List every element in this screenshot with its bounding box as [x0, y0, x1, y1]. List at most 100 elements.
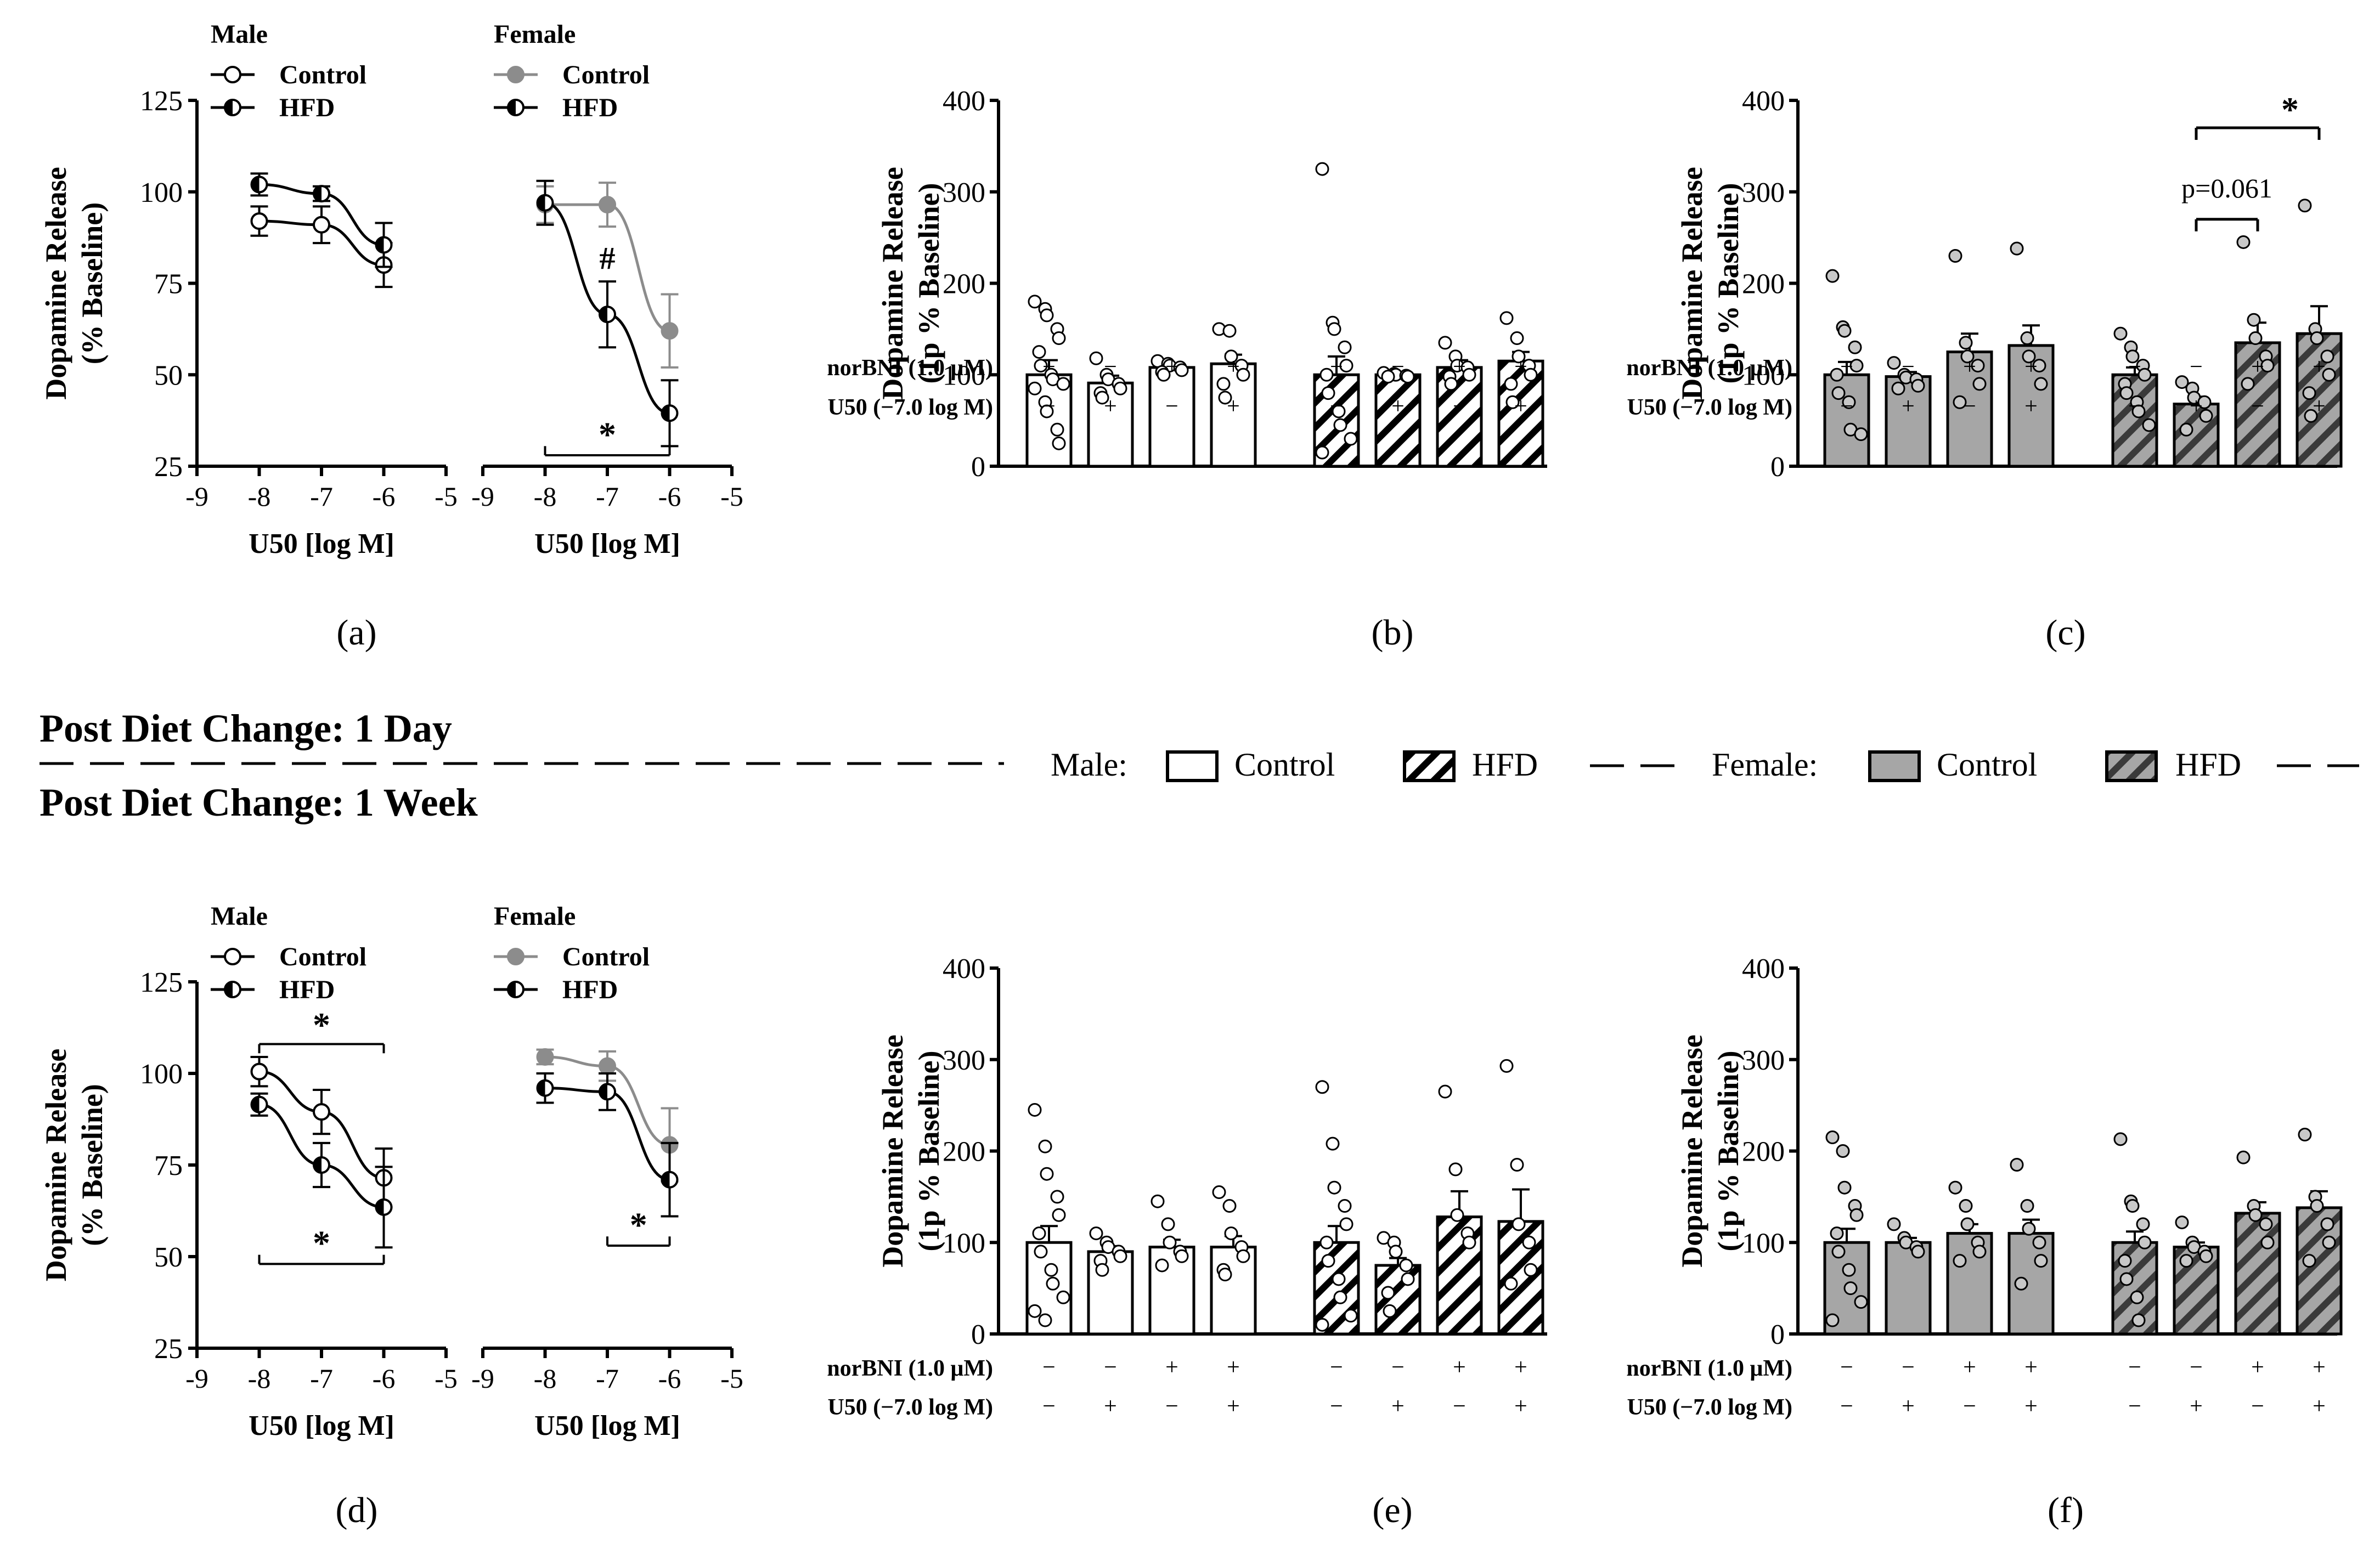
data-point-c — [2199, 409, 2213, 423]
data-point-c — [1831, 386, 1846, 400]
data-point-e — [1218, 1268, 1232, 1282]
data-point-c — [2302, 386, 2316, 400]
norbni-sign-c: + — [2024, 354, 2038, 380]
y-tick-label-a: 50 — [154, 360, 183, 391]
legend-marker-a — [508, 100, 516, 115]
data-point-f — [2298, 1127, 2312, 1141]
data-point-f — [2322, 1235, 2336, 1249]
data-point-f — [1959, 1199, 1973, 1213]
bar-f — [2234, 1212, 2281, 1336]
data-point-e — [1339, 1217, 1353, 1231]
legend-marker-d — [508, 982, 516, 997]
data-point-c — [2119, 386, 2134, 400]
u50-sign-f: + — [1902, 1394, 1915, 1419]
data-point-a-male — [313, 216, 330, 234]
data-point-e — [1028, 1304, 1042, 1318]
data-point-f — [1887, 1217, 1901, 1231]
legend-male-label: Male: — [1051, 747, 1127, 783]
y-tick-label-c: 200 — [1742, 269, 1785, 300]
data-point-e — [1344, 1309, 1358, 1323]
y-tick-label-f: 300 — [1742, 1045, 1785, 1076]
data-point-e — [1044, 1263, 1058, 1277]
data-point-f — [2034, 1254, 2048, 1268]
y-axis-label-b: (1p % Baseline) — [912, 183, 945, 383]
y-axis-label-f: Dopamine Release — [1676, 1034, 1708, 1267]
data-point-c — [2138, 367, 2152, 382]
data-point-f — [2125, 1199, 2140, 1213]
norbni-sign-b: + — [1453, 354, 1466, 380]
data-point-e — [1381, 1286, 1395, 1300]
data-point-b — [1315, 162, 1329, 176]
y-tick-label-d: 25 — [154, 1333, 183, 1365]
data-point-c — [2113, 326, 2128, 341]
u50-sign-b: + — [1227, 394, 1240, 419]
y-tick-label-e: 200 — [943, 1136, 985, 1168]
bar-b — [1374, 373, 1422, 468]
data-point-b — [1089, 351, 1103, 365]
bar-f — [1885, 1241, 1932, 1336]
data-point-c — [1842, 395, 1856, 409]
u50-sign-b: − — [1042, 394, 1056, 419]
legend-label-a: Control — [562, 60, 650, 89]
data-point-e — [1224, 1226, 1238, 1241]
x-axis-label-a: U50 [log M] — [534, 528, 680, 559]
data-point-a-male — [314, 186, 322, 202]
data-point-e — [1319, 1235, 1334, 1249]
norbni-sign-e: − — [1391, 1355, 1405, 1380]
data-point-f — [2113, 1132, 2128, 1146]
x-axis-label-d: U50 [log M] — [534, 1410, 680, 1441]
x-tick-label-d: -9 — [471, 1363, 494, 1394]
row-label-norbni-b: norBNI (1.0 μM) — [827, 355, 993, 381]
legend-title-d-female: Female — [494, 902, 576, 931]
section-header-1-day: Post Diet Change: 1 Day — [40, 706, 452, 750]
u50-sign-e: + — [1104, 1394, 1117, 1419]
data-point-e — [1450, 1208, 1464, 1222]
data-point-b — [1401, 370, 1415, 384]
legend-label-d: HFD — [562, 975, 618, 1004]
u50-sign-e: − — [1453, 1394, 1466, 1419]
data-point-c — [1971, 359, 1985, 373]
data-point-f — [2136, 1217, 2150, 1231]
u50-sign-c: − — [2251, 394, 2264, 419]
data-point-f — [2175, 1215, 2189, 1230]
data-point-d-male — [251, 1096, 260, 1112]
data-point-f — [1843, 1281, 1858, 1296]
x-tick-label-d: -9 — [185, 1363, 208, 1394]
y-tick-label-e: 100 — [943, 1228, 985, 1259]
data-point-f — [1831, 1245, 1846, 1259]
norbni-sign-c: + — [1963, 354, 1976, 380]
data-point-b — [1050, 422, 1064, 437]
u50-sign-b: − — [1165, 394, 1178, 419]
data-point-c — [1887, 356, 1901, 370]
data-point-e — [1499, 1059, 1514, 1073]
data-point-a-female — [662, 405, 670, 421]
series-curve-d-female — [545, 1087, 670, 1181]
panel-letter-d: (d) — [336, 1490, 378, 1530]
data-point-b — [1512, 349, 1526, 364]
panel-letter-f: (f) — [2048, 1490, 2084, 1530]
annotation-hash-a: # — [600, 240, 616, 276]
data-point-e — [1163, 1235, 1177, 1249]
data-point-c — [2197, 395, 2212, 409]
x-tick-label-d: -5 — [720, 1363, 743, 1394]
data-point-c — [2010, 241, 2024, 256]
y-tick-label-b: 0 — [971, 451, 985, 483]
data-point-b — [1462, 367, 1476, 382]
legend-title-a-male: Male — [211, 20, 268, 49]
u50-sign-c: + — [1902, 394, 1915, 419]
legend-label-d: Control — [279, 942, 366, 971]
annotation-star-d: * — [313, 1224, 330, 1263]
data-point-b — [1236, 367, 1250, 382]
u50-sign-b: − — [1330, 394, 1343, 419]
annotation-star-d: * — [630, 1205, 647, 1244]
data-point-c — [1848, 340, 1862, 354]
panel-letter-a: (a) — [336, 613, 376, 653]
data-point-b — [1222, 324, 1237, 338]
data-point-c — [2247, 313, 2261, 327]
legend-label-d: HFD — [279, 975, 335, 1004]
data-point-e — [1095, 1263, 1109, 1277]
series-curve-a-female — [545, 203, 670, 332]
y-axis-label-f: (1p % Baseline) — [1712, 1050, 1745, 1251]
norbni-sign-b: − — [1042, 354, 1056, 380]
